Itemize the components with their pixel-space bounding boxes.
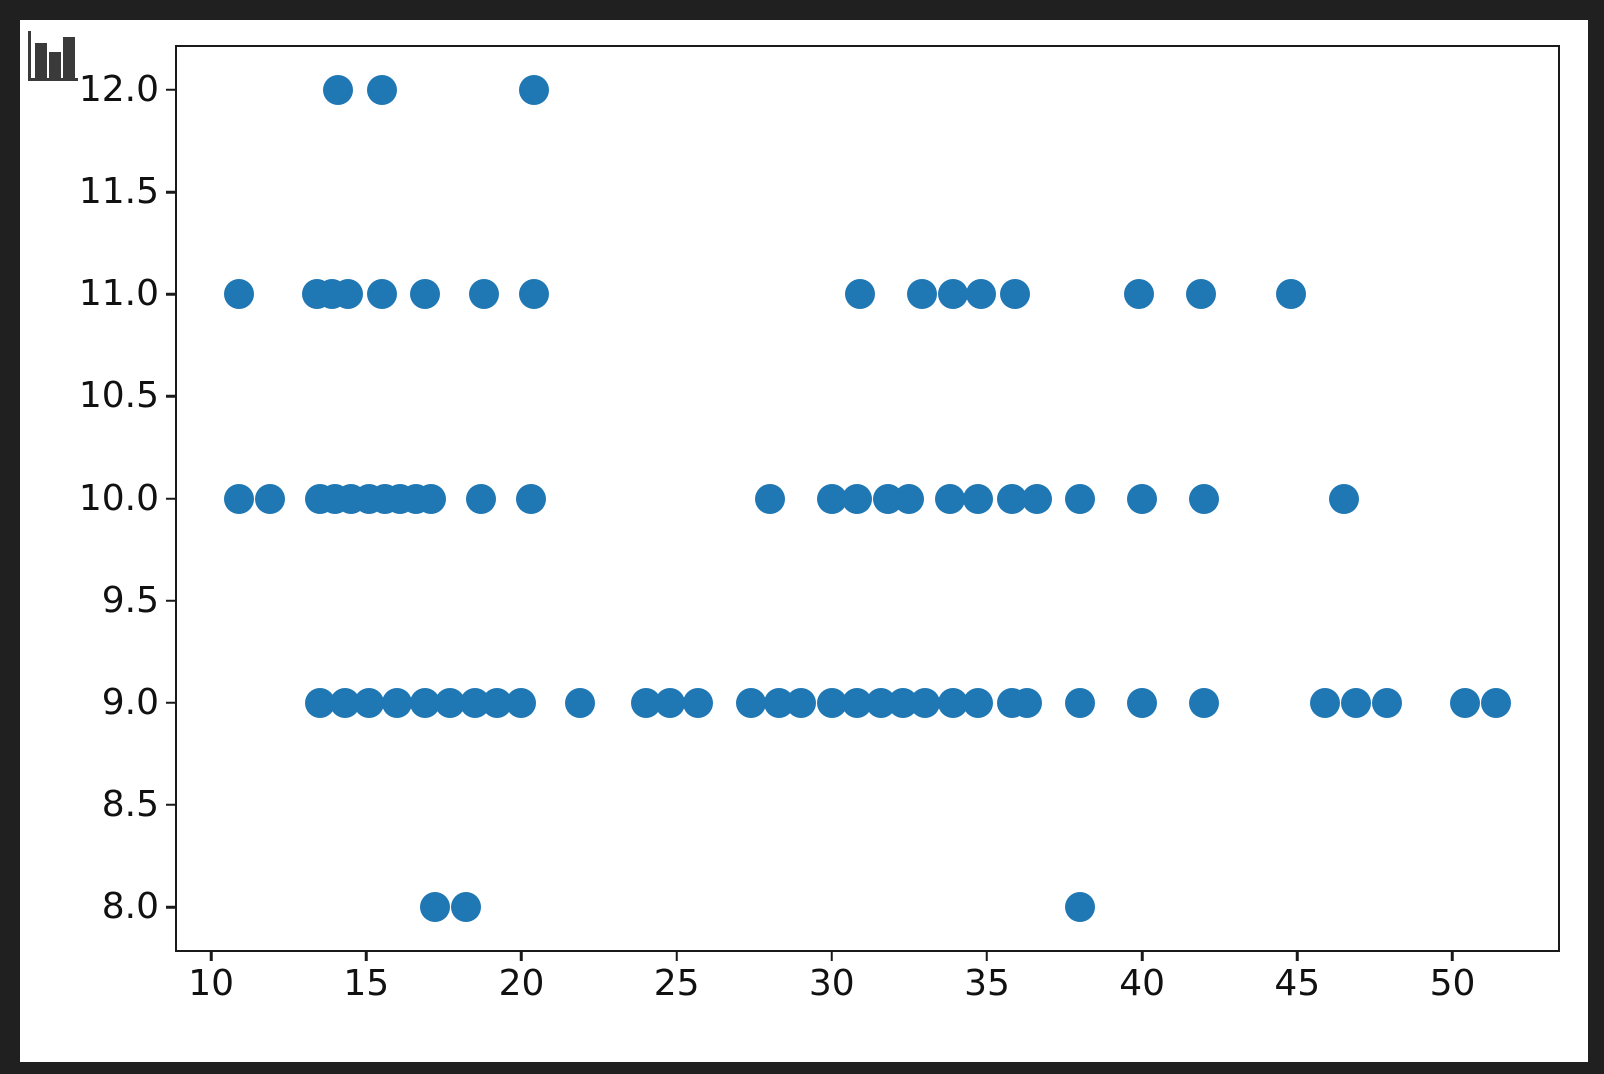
y-tick-label: 8.0 bbox=[101, 886, 159, 928]
scatter-point bbox=[366, 279, 397, 310]
bar-chart-icon[interactable] bbox=[28, 31, 80, 83]
scatter-point bbox=[1341, 687, 1372, 718]
x-tick bbox=[830, 950, 834, 961]
x-tick bbox=[1451, 950, 1454, 961]
scatter-point bbox=[1480, 687, 1511, 718]
scatter-point bbox=[736, 687, 767, 718]
scatter-point bbox=[255, 483, 286, 514]
scatter-point bbox=[224, 279, 255, 310]
scatter-point bbox=[469, 279, 500, 310]
x-tick bbox=[1140, 950, 1144, 961]
y-tick bbox=[166, 497, 177, 500]
scatter-point bbox=[962, 483, 993, 514]
scatter-point bbox=[1021, 483, 1052, 514]
scatter-point bbox=[999, 279, 1030, 310]
scatter-point bbox=[1124, 279, 1155, 310]
scatter-point bbox=[450, 892, 481, 923]
scatter-point bbox=[1065, 892, 1096, 923]
scatter-point bbox=[1189, 483, 1220, 514]
scatter-point bbox=[683, 687, 714, 718]
y-tick bbox=[166, 803, 177, 807]
scatter-point bbox=[1310, 687, 1341, 718]
scatter-point bbox=[844, 279, 875, 310]
x-tick-label: 25 bbox=[653, 963, 700, 1004]
plot-area: 10 15 20 25 30 35 40 45 50 8.0 8.5 9.0 9.5 10.0 10.5 1… bbox=[79, 45, 1560, 1002]
scatter-point bbox=[518, 279, 549, 310]
y-tick bbox=[166, 190, 177, 194]
scatter-point bbox=[1328, 483, 1359, 514]
scatter-point bbox=[894, 483, 925, 514]
y-tick-label: 12.0 bbox=[78, 68, 159, 110]
scatter-point bbox=[1012, 687, 1043, 718]
scatter-point bbox=[1127, 483, 1158, 514]
scatter-point bbox=[1372, 687, 1403, 718]
scatter-point bbox=[382, 687, 413, 718]
y-tick bbox=[166, 599, 177, 602]
scatter-point bbox=[1186, 279, 1217, 310]
y-tick bbox=[166, 905, 177, 909]
scatter-point bbox=[934, 483, 965, 514]
scatter-point bbox=[962, 687, 993, 718]
y-tick-label: 8.5 bbox=[101, 783, 159, 825]
scatter-point bbox=[419, 892, 450, 923]
y-tick bbox=[166, 292, 177, 296]
y-tick-label: 9.0 bbox=[101, 681, 159, 723]
x-tick-label: 20 bbox=[498, 963, 545, 1004]
scatter-point bbox=[906, 279, 937, 310]
y-tick bbox=[166, 88, 177, 92]
scatter-point bbox=[937, 279, 968, 310]
x-tick bbox=[985, 950, 989, 961]
x-tick-label: 30 bbox=[808, 963, 855, 1004]
y-tick bbox=[166, 701, 177, 705]
scatter-point bbox=[565, 687, 596, 718]
scatter-point bbox=[515, 483, 546, 514]
scatter-point bbox=[909, 687, 940, 718]
x-tick-label: 40 bbox=[1119, 963, 1166, 1004]
y-tick-label: 11.5 bbox=[78, 171, 159, 213]
scatter-point bbox=[785, 687, 816, 718]
x-tick-label: 10 bbox=[188, 963, 235, 1004]
scatter-point bbox=[754, 483, 785, 514]
scatter-point bbox=[1065, 687, 1096, 718]
scatter-point bbox=[841, 483, 872, 514]
x-tick-label: 45 bbox=[1274, 963, 1321, 1004]
scatter-point bbox=[466, 483, 497, 514]
scatter-point bbox=[354, 687, 385, 718]
scatter-point bbox=[1276, 279, 1307, 310]
x-tick bbox=[365, 950, 368, 961]
x-tick bbox=[1296, 950, 1299, 961]
scatter-point bbox=[366, 74, 397, 105]
x-tick-label: 15 bbox=[343, 963, 390, 1004]
x-tick bbox=[209, 950, 213, 961]
x-tick-label: 35 bbox=[964, 963, 1010, 1004]
scatter-point bbox=[965, 279, 996, 310]
scatter-point bbox=[332, 279, 363, 310]
x-tick bbox=[520, 950, 523, 961]
y-tick bbox=[166, 395, 177, 398]
scatter-point bbox=[1189, 687, 1220, 718]
scatter-point bbox=[1449, 687, 1480, 718]
scatter-point bbox=[416, 483, 447, 514]
figure: 10 15 20 25 30 35 40 45 50 8.0 8.5 9.0 9.5 10.0 10.5 1… bbox=[20, 20, 1588, 1062]
scatter-point bbox=[518, 74, 549, 105]
scatter-point bbox=[506, 687, 537, 718]
scatter-point bbox=[410, 279, 441, 310]
scatter-point bbox=[1127, 687, 1158, 718]
y-tick-label: 10.0 bbox=[78, 477, 159, 519]
scatter-point bbox=[1065, 483, 1096, 514]
y-tick-label: 10.5 bbox=[78, 375, 159, 417]
x-tick bbox=[675, 950, 678, 961]
scatter-point bbox=[224, 483, 255, 514]
scatter-point bbox=[323, 74, 354, 105]
scatter-point bbox=[655, 687, 686, 718]
y-tick-label: 11.0 bbox=[78, 273, 159, 315]
y-tick-label: 9.5 bbox=[101, 579, 159, 621]
x-tick-label: 50 bbox=[1429, 963, 1476, 1004]
